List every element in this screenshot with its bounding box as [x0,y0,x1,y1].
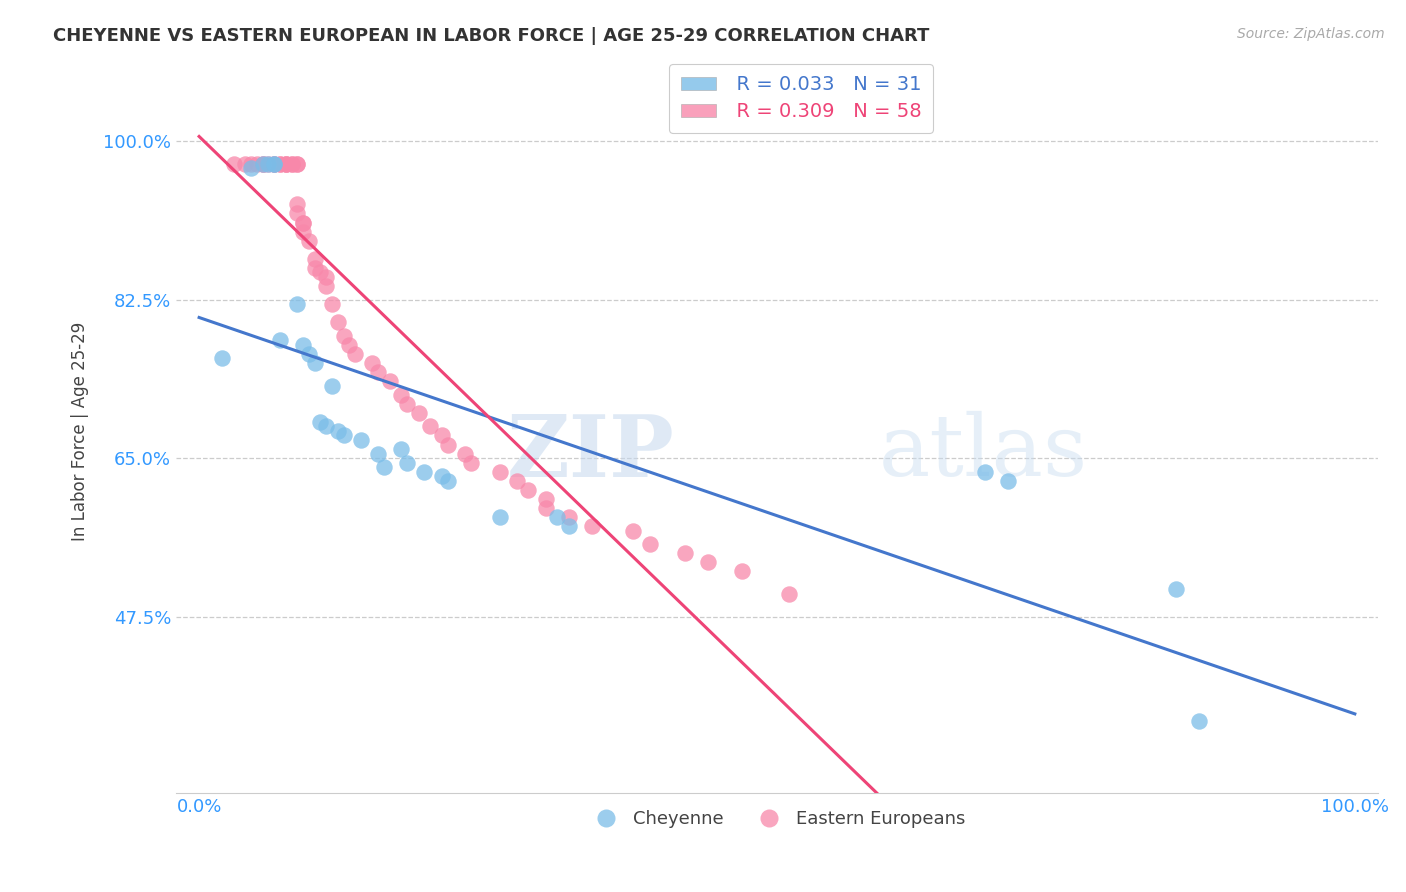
Point [638,537,661,551]
Point [315,279,337,293]
Point [285,156,308,170]
Point [269,156,291,170]
Point [257,156,280,170]
Point [332,428,354,442]
Point [309,415,332,429]
Text: ZIP: ZIP [508,410,675,495]
Point [558,510,581,524]
Point [298,347,321,361]
Point [396,397,419,411]
Point [621,524,644,538]
Point [269,156,291,170]
Point [280,156,302,170]
Point [997,474,1019,488]
Y-axis label: In Labor Force | Age 25-29: In Labor Force | Age 25-29 [72,321,89,541]
Point [240,156,263,170]
Point [292,338,315,352]
Point [298,234,321,248]
Point [1188,714,1211,728]
Point [344,347,367,361]
Point [436,437,458,451]
Point [534,491,557,506]
Point [321,297,343,311]
Point [263,156,285,170]
Point [304,356,326,370]
Point [974,465,997,479]
Point [240,161,263,176]
Point [321,378,343,392]
Point [292,225,315,239]
Point [326,315,349,329]
Point [460,456,482,470]
Point [731,565,754,579]
Point [263,156,285,170]
Point [389,442,412,456]
Point [419,419,441,434]
Point [263,156,285,170]
Point [534,500,557,515]
Point [1164,582,1187,597]
Text: atlas: atlas [879,411,1088,494]
Point [274,156,297,170]
Point [546,510,568,524]
Point [367,447,389,461]
Point [436,474,458,488]
Point [337,338,360,352]
Point [252,156,274,170]
Point [673,546,696,560]
Point [274,156,297,170]
Point [506,474,529,488]
Point [222,156,245,170]
Point [292,215,315,229]
Point [257,156,280,170]
Point [280,156,302,170]
Point [292,215,315,229]
Point [233,156,256,170]
Point [304,260,326,275]
Point [408,406,430,420]
Point [488,465,510,479]
Point [367,365,389,379]
Point [454,447,477,461]
Point [263,156,285,170]
Point [373,460,395,475]
Point [378,374,401,388]
Point [274,156,297,170]
Text: Source: ZipAtlas.com: Source: ZipAtlas.com [1237,27,1385,41]
Point [252,156,274,170]
Point [315,419,337,434]
Point [430,428,453,442]
Point [696,555,718,569]
Point [488,510,510,524]
Point [269,334,291,348]
Point [389,387,412,401]
Point [246,156,269,170]
Point [517,483,540,497]
Text: CHEYENNE VS EASTERN EUROPEAN IN LABOR FORCE | AGE 25-29 CORRELATION CHART: CHEYENNE VS EASTERN EUROPEAN IN LABOR FO… [53,27,929,45]
Point [361,356,384,370]
Point [304,252,326,266]
Point [252,156,274,170]
Point [581,519,603,533]
Point [285,156,308,170]
Point [396,456,419,470]
Legend: Cheyenne, Eastern Europeans: Cheyenne, Eastern Europeans [581,803,973,835]
Point [326,424,349,438]
Point [430,469,453,483]
Point [315,269,337,284]
Point [285,297,308,311]
Point [285,206,308,220]
Point [332,328,354,343]
Point [778,587,800,601]
Point [211,351,233,366]
Point [350,433,373,447]
Point [309,265,332,279]
Point [413,465,436,479]
Point [558,519,581,533]
Point [285,197,308,211]
